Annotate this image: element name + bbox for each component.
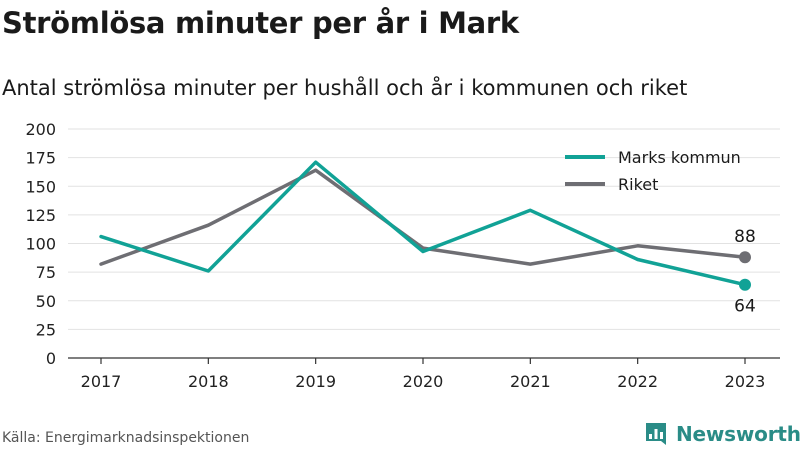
- chart-title: Strömlösa minuter per år i Mark: [2, 6, 519, 40]
- series-end-point: [739, 251, 751, 264]
- brand-name: Newsworthy: [676, 422, 800, 446]
- source-note: Källa: Energimarknadsinspektionen: [2, 430, 250, 446]
- x-tick-label: 2018: [188, 372, 229, 391]
- y-tick-label: 150: [25, 177, 56, 196]
- legend-label: Marks kommun: [618, 148, 741, 167]
- series-line: [99, 160, 747, 287]
- line-chart: 0 25 50 75 100 125 150 175 200 2017 2018 2019 2020 20…: [25, 120, 780, 391]
- bar-chart-logo-icon: [646, 423, 666, 445]
- y-tick-label: 50: [36, 292, 56, 311]
- x-tick-label: 2021: [510, 372, 551, 391]
- y-tick-label: 0: [46, 349, 56, 368]
- x-tick-label: 2023: [725, 372, 766, 391]
- y-tick-label: 200: [25, 120, 56, 139]
- y-tick-label: 125: [25, 206, 56, 225]
- y-tick-label: 25: [36, 320, 56, 339]
- end-value-label: 88: [734, 227, 756, 247]
- x-tick-label: 2017: [81, 372, 122, 391]
- series-line: [99, 168, 747, 266]
- x-tick-label: 2022: [617, 372, 658, 391]
- y-tick-label: 100: [25, 235, 56, 254]
- y-tick-label: 175: [25, 149, 56, 168]
- end-value-label: 64: [734, 297, 756, 317]
- brand-logo[interactable]: Newsworthy: [644, 420, 800, 448]
- x-tick-label: 2019: [295, 372, 336, 391]
- x-tick-label: 2020: [403, 372, 444, 391]
- y-tick-label: 75: [36, 263, 56, 282]
- chart-subtitle: Antal strömlösa minuter per hushåll och …: [2, 76, 688, 100]
- legend-label: Riket: [618, 175, 658, 194]
- series-end-point: [739, 278, 751, 291]
